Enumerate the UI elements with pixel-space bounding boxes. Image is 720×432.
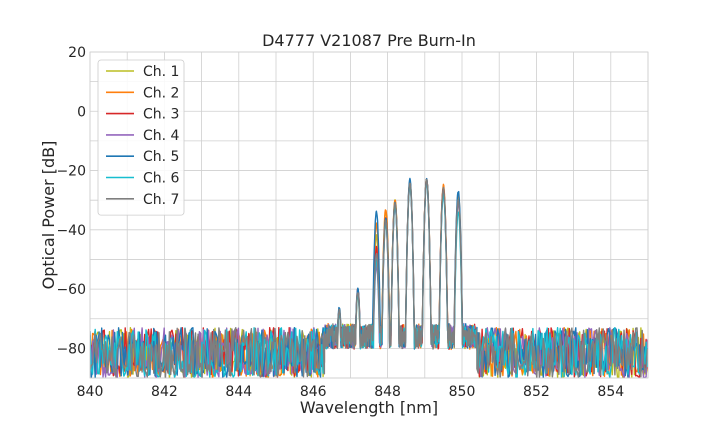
legend-label: Ch. 6: [143, 171, 180, 187]
y-axis-label: Optical Power [dB]: [39, 141, 58, 290]
x-tick-label: 850: [449, 384, 476, 400]
x-tick-label: 852: [523, 384, 550, 400]
legend-label: Ch. 1: [143, 64, 179, 80]
y-tick-label: −60: [56, 282, 86, 298]
legend-label: Ch. 3: [143, 107, 179, 123]
series-layer: [90, 177, 648, 378]
legend: Ch. 1 Ch. 2 Ch. 3 Ch. 4 Ch. 5 Ch. 6 Ch. 7: [97, 59, 185, 216]
y-tick-label: −20: [56, 164, 86, 180]
legend-label: Ch. 7: [143, 192, 179, 208]
legend-box: [97, 59, 185, 216]
x-tick-label: 844: [225, 384, 252, 400]
y-tick-label: 0: [77, 104, 86, 120]
legend-label: Ch. 5: [143, 149, 179, 165]
series-line-7: [90, 178, 648, 378]
plot-frame: [89, 51, 649, 379]
y-tick-label: −40: [56, 223, 86, 239]
x-tick-label: 842: [151, 384, 178, 400]
y-tick-label: −80: [56, 341, 86, 357]
x-tick-label: 846: [300, 384, 327, 400]
legend-label: Ch. 4: [143, 128, 180, 144]
legend-label: Ch. 2: [143, 85, 179, 101]
x-tick-label: 848: [374, 384, 401, 400]
x-tick-label: 840: [77, 384, 104, 400]
y-tick-labels: 20 0 −20 −40 −60 −80: [56, 45, 86, 357]
x-axis-label: Wavelength [nm]: [300, 398, 438, 417]
y-tick-label: 20: [68, 45, 86, 61]
x-tick-labels: 840 842 844 846 848 850 852 854: [77, 384, 625, 400]
chart-title: D4777 V21087 Pre Burn-In: [262, 31, 476, 50]
x-tick-label: 854: [597, 384, 624, 400]
